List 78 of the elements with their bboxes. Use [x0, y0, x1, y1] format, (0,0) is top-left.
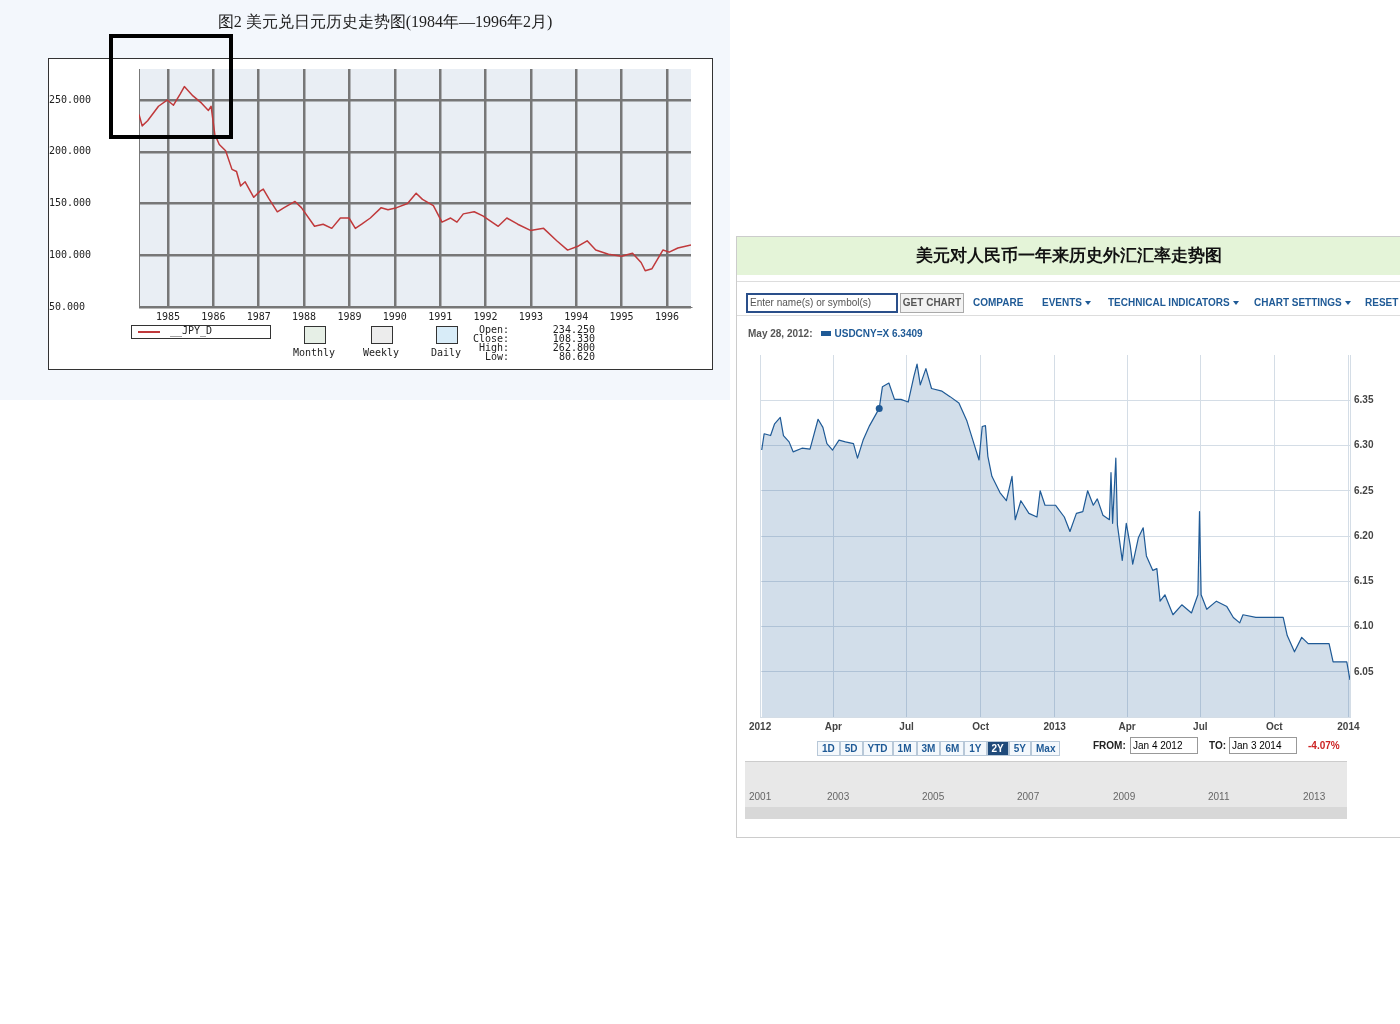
y-tick-label: 6.30 [1354, 439, 1374, 451]
text: 2013 [1303, 791, 1326, 802]
y-tick-label: 6.25 [1354, 484, 1374, 496]
x-tick-label: Oct [972, 720, 990, 732]
text: Enter name(s) or symbol(s) [746, 293, 898, 313]
y-tick-label: 100.000 [49, 248, 92, 260]
legend-label: USDCNY=X 6.3409 [834, 328, 923, 339]
text: 5D [839, 741, 863, 756]
x-tick-label: 1987 [246, 310, 271, 322]
chart-title: 美元对人民币一年来历史外汇汇率走势图 [737, 237, 1400, 275]
text: CHART SETTINGS [1254, 297, 1343, 308]
x-tick-label: Jul [1193, 720, 1208, 732]
text: RESET [1365, 297, 1399, 308]
text: May 28, 2012: [748, 328, 813, 339]
text: 1Y [964, 741, 987, 756]
text: COMPARE [973, 297, 1024, 308]
text: Close: [471, 333, 509, 344]
text: Weekly [361, 347, 401, 358]
chart-title: 图2 美元兑日元历史走势图(1984年—1996年2月) [216, 12, 554, 33]
text: High: [478, 342, 509, 353]
text: 2011 [1208, 791, 1230, 802]
text: 262.800 [551, 342, 595, 353]
y-tick-label: 6.10 [1354, 620, 1374, 632]
text: 80.620 [558, 351, 595, 362]
y-tick-label: 150.000 [49, 197, 92, 209]
y-tick-label: 6.15 [1354, 575, 1374, 586]
x-tick-label: Apr [1118, 720, 1136, 732]
x-tick-label: 1992 [473, 310, 498, 322]
x-tick-label: 1986 [201, 310, 226, 322]
text: -4.07% [1308, 740, 1340, 751]
text: 2Y [986, 741, 1009, 756]
text: 2003 [827, 791, 850, 802]
x-tick-label: 1985 [155, 310, 181, 322]
text: YTD [862, 741, 893, 756]
legend-label: __JPY_D [170, 325, 213, 336]
x-tick-label: 1994 [564, 310, 589, 322]
x-tick-label: 1989 [337, 310, 362, 322]
text: FROM: [1093, 740, 1126, 751]
text: 5Y [1008, 741, 1032, 756]
text: Jan 4 2012 [1130, 737, 1198, 754]
y-tick-label: 50.000 [49, 300, 86, 312]
text: 3M [916, 741, 941, 756]
x-tick-label: 1995 [609, 310, 634, 322]
y-tick-label: 6.35 [1354, 394, 1374, 405]
text: Daily [429, 347, 463, 358]
x-tick-label: 2012 [749, 720, 772, 732]
text: 2001 [749, 791, 772, 802]
y-tick-label: 250.000 [49, 93, 92, 105]
x-tick-label: 1991 [428, 310, 453, 322]
x-tick-label: Apr [824, 720, 843, 732]
text: 1M [892, 741, 917, 756]
x-tick-label: 1988 [292, 310, 317, 322]
text: 2007 [1017, 791, 1040, 802]
text: 6M [940, 741, 965, 756]
text: 2005 [922, 791, 945, 802]
x-tick-label: Oct [1266, 720, 1284, 732]
text: 1D [817, 741, 840, 756]
x-tick-label: Jul [899, 720, 915, 732]
text: Jan 3 2014 [1229, 737, 1297, 754]
text: EVENTS [1042, 297, 1083, 308]
text: GET CHART [900, 293, 964, 313]
x-tick-label: 1990 [382, 310, 407, 322]
x-tick-label: 1996 [654, 310, 680, 322]
x-tick-label: 2014 [1337, 720, 1360, 732]
text: Low: [484, 351, 509, 362]
text: TECHNICAL INDICATORS [1108, 297, 1231, 308]
y-tick-label: 6.20 [1354, 529, 1374, 541]
text: 234.250 [551, 324, 595, 335]
x-tick-label: 2013 [1043, 720, 1067, 732]
text: TO: [1209, 740, 1227, 751]
text: Monthly [291, 347, 337, 358]
text: Max [1031, 741, 1061, 756]
y-tick-label: 200.000 [49, 145, 92, 157]
text: 108.330 [551, 333, 595, 344]
y-tick-label: 6.05 [1354, 665, 1374, 677]
x-tick-label: 1993 [518, 310, 543, 322]
text: 2009 [1113, 791, 1136, 802]
text: Open: [478, 324, 509, 335]
